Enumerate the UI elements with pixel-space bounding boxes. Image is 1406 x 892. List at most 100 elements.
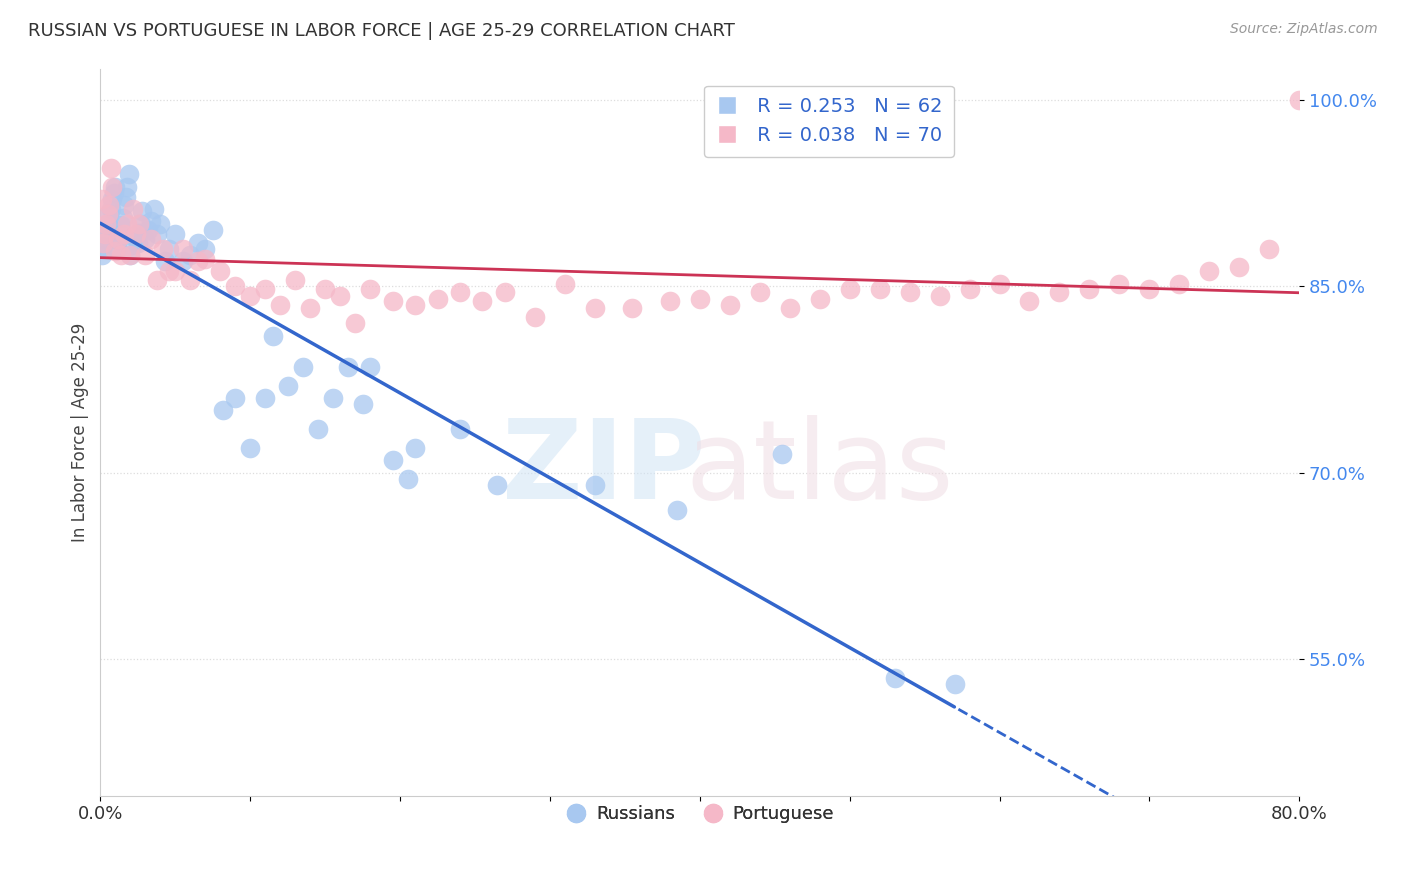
Point: [153, 254, 176, 268]
Point: [224, 391, 246, 405]
Point: [486, 478, 509, 492]
Point: [107, 233, 129, 247]
Point: [1198, 264, 1220, 278]
Point: [359, 359, 381, 374]
Point: [96, 217, 118, 231]
Point: [107, 232, 129, 246]
Point: [396, 472, 419, 486]
Point: [94, 227, 117, 241]
Point: [104, 244, 127, 259]
Point: [93, 239, 115, 253]
Point: [269, 298, 291, 312]
Point: [146, 273, 169, 287]
Point: [1049, 285, 1071, 300]
Point: [165, 227, 187, 241]
Point: [277, 378, 299, 392]
Point: [149, 217, 172, 231]
Point: [179, 248, 201, 262]
Point: [129, 217, 152, 231]
Point: [1168, 277, 1191, 291]
Point: [284, 273, 307, 287]
Point: [494, 285, 516, 300]
Point: [329, 289, 352, 303]
Point: [141, 232, 163, 246]
Point: [336, 359, 359, 374]
Point: [404, 298, 426, 312]
Point: [157, 242, 180, 256]
Point: [114, 189, 136, 203]
Point: [94, 232, 117, 246]
Point: [165, 264, 187, 278]
Point: [554, 277, 576, 291]
Point: [134, 232, 156, 246]
Point: [1137, 281, 1160, 295]
Point: [97, 217, 120, 231]
Point: [291, 359, 314, 374]
Point: [141, 214, 163, 228]
Point: [146, 227, 169, 241]
Legend: Russians, Portuguese: Russians, Portuguese: [558, 798, 841, 830]
Text: atlas: atlas: [685, 415, 953, 522]
Point: [117, 217, 139, 231]
Point: [105, 242, 128, 256]
Point: [152, 242, 174, 256]
Point: [471, 293, 494, 308]
Point: [101, 192, 124, 206]
Point: [157, 264, 180, 278]
Point: [658, 293, 681, 308]
Point: [100, 202, 122, 216]
Point: [359, 281, 381, 295]
Point: [194, 242, 217, 256]
Text: RUSSIAN VS PORTUGUESE IN LABOR FORCE | AGE 25-29 CORRELATION CHART: RUSSIAN VS PORTUGUESE IN LABOR FORCE | A…: [28, 22, 735, 40]
Point: [426, 292, 449, 306]
Point: [449, 285, 471, 300]
Point: [224, 279, 246, 293]
Point: [120, 248, 142, 262]
Point: [120, 248, 142, 262]
Point: [96, 226, 118, 240]
Point: [449, 422, 471, 436]
Point: [97, 207, 120, 221]
Point: [90, 192, 112, 206]
Point: [770, 447, 793, 461]
Point: [299, 301, 322, 316]
Point: [127, 235, 149, 250]
Point: [212, 403, 235, 417]
Point: [1288, 93, 1310, 107]
Point: [118, 167, 141, 181]
Point: [959, 281, 981, 295]
Point: [254, 391, 277, 405]
Point: [583, 478, 606, 492]
Point: [307, 422, 329, 436]
Point: [179, 273, 201, 287]
Point: [122, 229, 145, 244]
Point: [128, 226, 150, 240]
Point: [381, 293, 404, 308]
Point: [883, 671, 905, 685]
Point: [128, 217, 150, 231]
Point: [808, 292, 831, 306]
Point: [838, 281, 860, 295]
Point: [262, 328, 284, 343]
Point: [122, 202, 145, 216]
Point: [98, 198, 121, 212]
Point: [172, 254, 194, 268]
Point: [748, 285, 770, 300]
Point: [103, 186, 125, 200]
Point: [344, 317, 367, 331]
Point: [90, 248, 112, 262]
Point: [110, 248, 132, 262]
Point: [254, 281, 277, 295]
Point: [583, 301, 606, 316]
Point: [209, 264, 232, 278]
Point: [352, 397, 374, 411]
Text: ZIP: ZIP: [502, 415, 706, 522]
Point: [1258, 242, 1281, 256]
Point: [1227, 260, 1250, 275]
Point: [201, 223, 224, 237]
Point: [666, 503, 689, 517]
Point: [131, 204, 153, 219]
Point: [1078, 281, 1101, 295]
Point: [104, 179, 127, 194]
Point: [110, 218, 132, 232]
